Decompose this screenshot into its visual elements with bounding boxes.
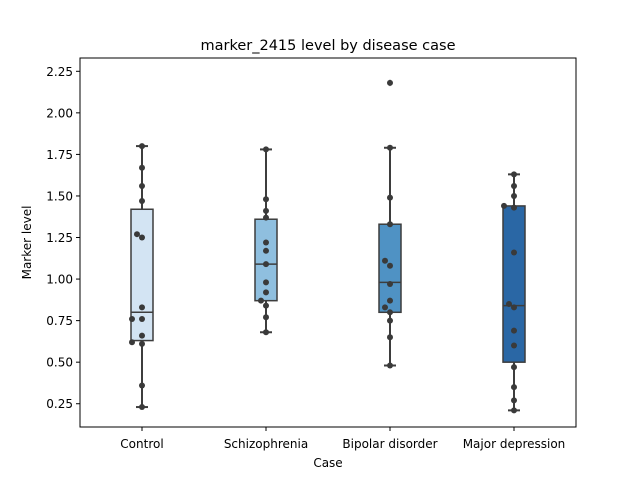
data-point — [139, 382, 145, 389]
data-point — [511, 304, 517, 311]
data-point — [139, 332, 145, 339]
data-point — [511, 364, 517, 371]
data-point — [511, 249, 517, 256]
y-tick-label: 1.50 — [46, 189, 73, 203]
data-point — [139, 315, 145, 322]
plot-area-frame — [79, 57, 577, 428]
y-tick-label: 1.00 — [46, 273, 73, 287]
data-point — [387, 79, 393, 86]
data-point — [387, 309, 393, 316]
data-point — [387, 297, 393, 304]
data-point — [129, 339, 135, 346]
data-point — [263, 214, 269, 221]
swarm-group — [501, 171, 517, 414]
data-point — [387, 281, 393, 288]
iqr-box — [130, 208, 154, 342]
data-point — [387, 221, 393, 228]
data-point — [139, 404, 145, 411]
plot-layer — [129, 79, 526, 414]
y-tick-label: 0.50 — [46, 356, 73, 370]
data-point — [263, 196, 269, 203]
data-point — [501, 202, 507, 209]
data-point — [263, 239, 269, 246]
data-point — [511, 342, 517, 349]
data-point — [263, 279, 269, 286]
data-point — [139, 304, 145, 311]
data-point — [387, 334, 393, 341]
y-tick-label: 1.25 — [46, 231, 73, 245]
data-point — [511, 204, 517, 211]
data-point — [139, 197, 145, 204]
x-tick-label: Schizophrenia — [224, 437, 308, 451]
iqr-box — [254, 218, 278, 302]
data-point — [511, 171, 517, 178]
data-point — [511, 327, 517, 334]
data-point — [139, 143, 145, 150]
data-point — [511, 192, 517, 199]
iqr-box — [502, 205, 526, 363]
x-tick-label: Control — [120, 437, 163, 451]
y-tick-label: 2.00 — [46, 106, 73, 120]
data-point — [129, 315, 135, 322]
x-axis: Control Schizophrenia Bipolar disorder Majo… — [120, 427, 565, 451]
y-tick-label: 1.75 — [46, 148, 73, 162]
box-group — [254, 148, 278, 334]
data-point — [511, 407, 517, 414]
data-point — [263, 247, 269, 254]
chart-title: marker_2415 level by disease case — [201, 38, 456, 54]
data-point — [263, 289, 269, 296]
swarm-group — [382, 79, 393, 369]
data-point — [258, 297, 264, 304]
y-tick-label: 0.25 — [46, 397, 73, 411]
data-point — [263, 314, 269, 321]
data-point — [263, 261, 269, 268]
data-point — [511, 182, 517, 189]
y-tick-label: 2.25 — [46, 65, 73, 79]
swarm-group — [129, 143, 145, 411]
x-tick-label: Major depression — [463, 437, 566, 451]
data-point — [139, 182, 145, 189]
data-point — [139, 234, 145, 241]
y-axis: 0.25 0.50 0.75 1.00 1.25 1.50 1.75 2.00 2.25 — [46, 65, 80, 411]
data-point — [139, 340, 145, 347]
data-point — [382, 257, 388, 264]
data-point — [387, 144, 393, 151]
data-point — [511, 397, 517, 404]
data-point — [506, 301, 512, 307]
data-point — [263, 146, 269, 153]
y-axis-label: Marker level — [20, 206, 34, 280]
data-point — [382, 304, 388, 311]
data-point — [387, 194, 393, 201]
swarm-group — [258, 146, 269, 336]
data-point — [263, 207, 269, 214]
data-point — [387, 317, 393, 324]
data-point — [387, 362, 393, 369]
data-point — [387, 262, 393, 269]
data-point — [263, 329, 269, 336]
data-point — [134, 231, 140, 238]
x-tick-label: Bipolar disorder — [342, 437, 437, 451]
data-point — [511, 384, 517, 391]
data-point — [263, 302, 269, 309]
data-point — [139, 164, 145, 171]
x-axis-label: Case — [313, 456, 342, 470]
y-tick-label: 0.75 — [46, 314, 73, 328]
